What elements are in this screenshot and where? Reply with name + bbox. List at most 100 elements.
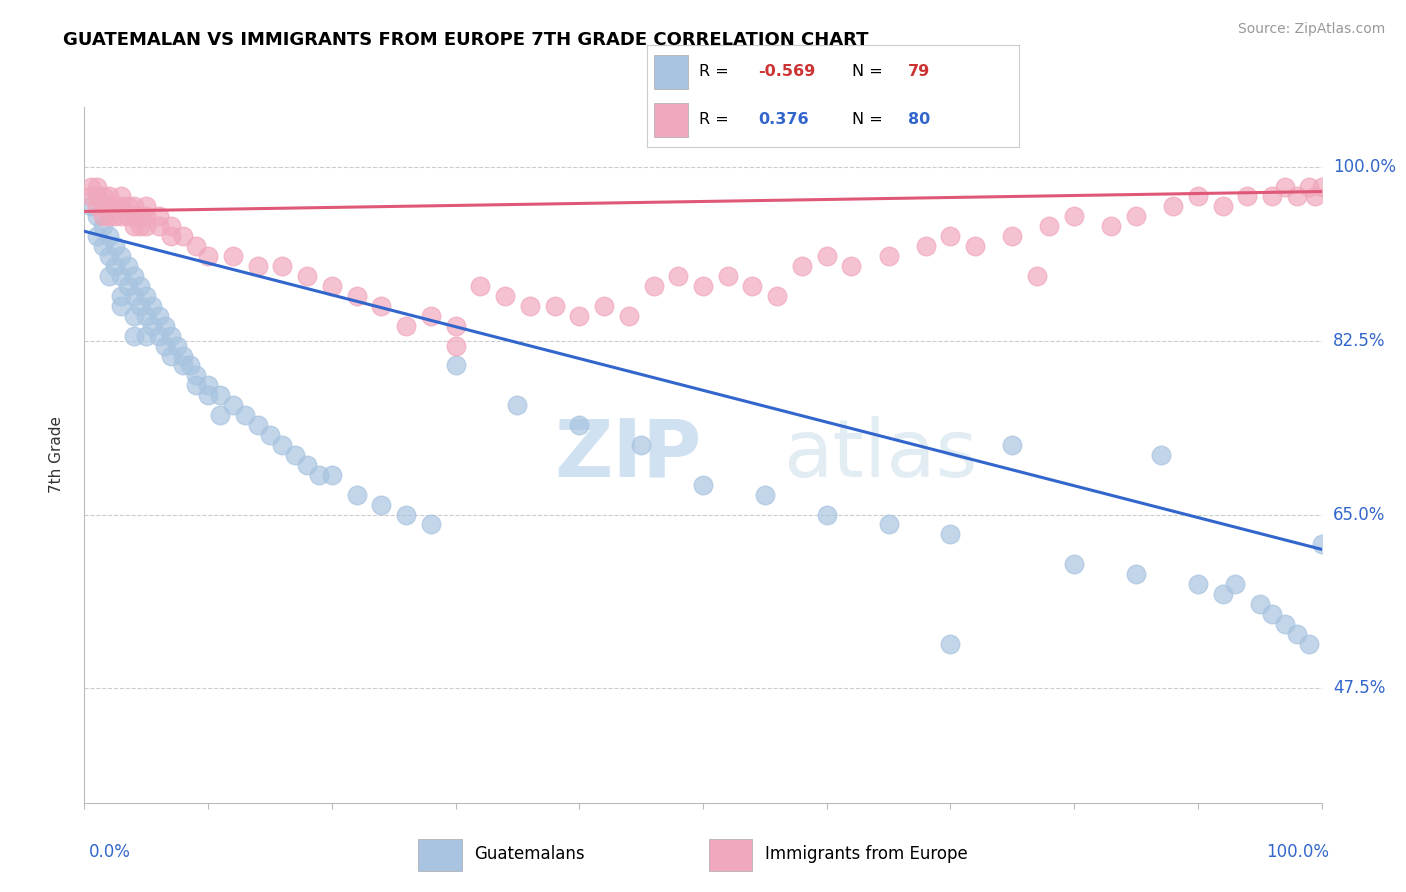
Point [271, 438, 294, 452]
Point [135, 328, 157, 343]
Point [284, 448, 307, 462]
Point [295, 268, 318, 283]
Point [98, 229, 121, 244]
Point [1038, 219, 1060, 234]
Point [104, 259, 127, 273]
Y-axis label: 7th Grade: 7th Grade [49, 417, 63, 493]
Text: R =: R = [699, 112, 734, 127]
Point [444, 338, 467, 352]
Point [91, 199, 114, 213]
Text: N =: N = [852, 63, 887, 78]
Point [1274, 616, 1296, 631]
Point [914, 239, 936, 253]
Point [135, 219, 157, 234]
Point [153, 318, 176, 333]
Point [965, 239, 987, 253]
Point [135, 199, 157, 213]
Point [184, 239, 207, 253]
Point [568, 309, 591, 323]
Point [1125, 210, 1147, 224]
Point [1212, 587, 1234, 601]
Point [370, 299, 392, 313]
Point [79, 179, 101, 194]
Point [1285, 189, 1308, 203]
Point [104, 239, 127, 253]
Point [939, 637, 962, 651]
Point [91, 210, 114, 224]
Point [222, 249, 245, 263]
Point [271, 259, 294, 273]
Point [160, 349, 183, 363]
Point [494, 289, 516, 303]
FancyBboxPatch shape [709, 839, 752, 871]
Point [91, 219, 114, 234]
Point [790, 259, 813, 273]
Point [1161, 199, 1184, 213]
Point [1261, 189, 1284, 203]
Point [1298, 179, 1320, 194]
Point [209, 388, 232, 402]
Point [295, 458, 318, 472]
Text: 47.5%: 47.5% [1333, 680, 1385, 698]
Point [117, 199, 139, 213]
FancyBboxPatch shape [419, 839, 461, 871]
Point [148, 219, 170, 234]
Point [717, 268, 740, 283]
Text: Source: ZipAtlas.com: Source: ZipAtlas.com [1237, 22, 1385, 37]
Point [741, 279, 763, 293]
Point [1261, 607, 1284, 621]
Point [172, 359, 194, 373]
Point [197, 388, 219, 402]
Point [98, 210, 121, 224]
Point [117, 210, 139, 224]
Point [86, 189, 108, 203]
Text: 82.5%: 82.5% [1333, 332, 1385, 350]
Point [543, 299, 565, 313]
Text: Guatemalans: Guatemalans [474, 845, 585, 863]
Point [815, 508, 838, 522]
Point [172, 349, 194, 363]
Point [129, 299, 152, 313]
Point [1285, 627, 1308, 641]
Point [98, 199, 121, 213]
Text: N =: N = [852, 112, 887, 127]
Text: -0.569: -0.569 [759, 63, 815, 78]
Point [419, 309, 441, 323]
Point [1099, 219, 1122, 234]
Point [470, 279, 492, 293]
Point [197, 249, 219, 263]
Point [1236, 189, 1258, 203]
Point [98, 189, 121, 203]
Point [117, 279, 139, 293]
Point [666, 268, 689, 283]
Point [246, 418, 269, 433]
Point [110, 289, 132, 303]
Point [122, 309, 145, 323]
FancyBboxPatch shape [654, 103, 688, 137]
Point [444, 359, 467, 373]
Point [179, 359, 201, 373]
Point [1026, 268, 1049, 283]
Point [110, 299, 132, 313]
FancyBboxPatch shape [654, 55, 688, 88]
Point [86, 199, 108, 213]
Point [815, 249, 838, 263]
Point [754, 488, 776, 502]
Point [141, 318, 163, 333]
Point [321, 279, 343, 293]
Point [141, 299, 163, 313]
Point [110, 210, 132, 224]
Point [1274, 179, 1296, 194]
Point [1305, 189, 1327, 203]
Point [122, 268, 145, 283]
Point [321, 467, 343, 482]
Point [766, 289, 789, 303]
Point [233, 408, 256, 422]
Point [104, 210, 127, 224]
Text: 0.0%: 0.0% [89, 843, 131, 861]
Point [692, 477, 714, 491]
Point [148, 210, 170, 224]
Point [110, 189, 132, 203]
Point [568, 418, 591, 433]
Point [877, 249, 900, 263]
